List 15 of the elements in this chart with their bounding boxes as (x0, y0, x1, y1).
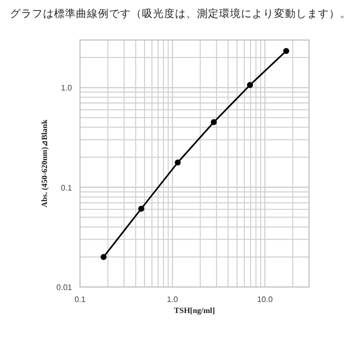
y-tick-label: 0.01 (56, 283, 73, 292)
x-tick-label: 0.1 (74, 295, 86, 304)
point (100, 254, 107, 260)
x-tick-label: 1.0 (166, 295, 179, 304)
y-axis-title: Abs. (450-620nm)⊿Blank (40, 119, 49, 208)
y-tick-label: 0.1 (60, 183, 73, 192)
point (138, 206, 144, 212)
x-axis-title: TSH[ng/ml] (174, 306, 216, 315)
point (174, 160, 181, 166)
point (210, 119, 217, 126)
point (246, 82, 253, 88)
point (283, 48, 290, 54)
y-tick-label: 1.0 (60, 84, 73, 93)
chart-title: グラフは標準曲線例です（吸光度は、測定環境により変動します）。 (10, 7, 351, 20)
x-tick-label: 10.0 (257, 295, 274, 304)
